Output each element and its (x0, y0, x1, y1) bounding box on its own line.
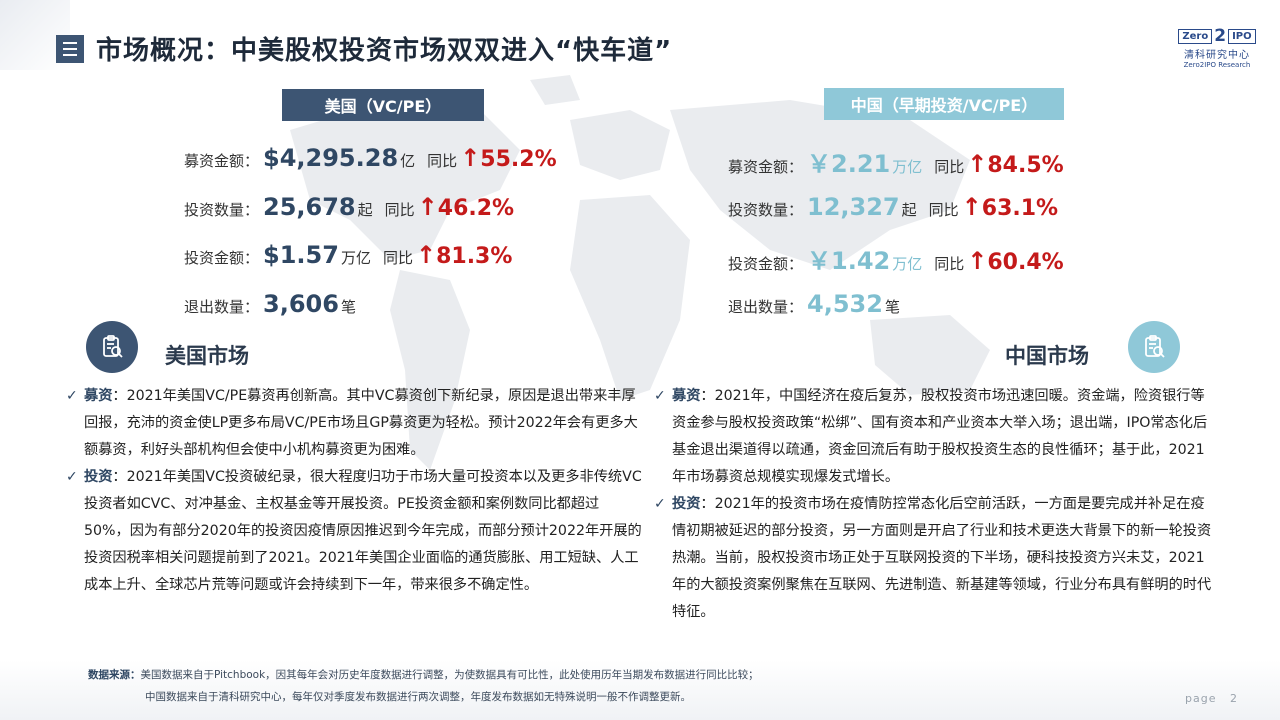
stat-label: 退出数量： (728, 298, 804, 316)
us-stat-fundraising: 募资金额： $4,295.28 亿 同比 ↑ 55.2% (184, 144, 557, 172)
stat-unit: 万亿 (892, 158, 923, 176)
stat-unit: 亿 (400, 152, 416, 170)
bullet-body: 投资：2021年美国VC投资破纪录，很大程度归功于市场大量可投资本以及更多非传统… (84, 464, 644, 599)
stat-label: 投资金额： (184, 249, 260, 267)
bullet-text: ：2021年的投资市场在疫情防控常态化后空前活跃，一方面是要完成并补足在疫情初期… (672, 496, 1212, 620)
check-icon: ✓ (654, 388, 666, 404)
stat-unit: 起 (357, 201, 373, 219)
data-source-note: 数据来源：美国数据来自于Pitchbook，因其每年会对历史年度数据进行调整，为… (88, 664, 759, 708)
stat-label: 募资金额： (728, 158, 804, 176)
arrow-up-icon: ↑ (415, 241, 437, 269)
stat-unit: 笔 (340, 298, 356, 316)
list-item: ✓ 投资：2021年的投资市场在疫情防控常态化后空前活跃，一方面是要完成并补足在… (654, 491, 1214, 626)
yoy-value: 55.2% (480, 147, 557, 172)
bullet-body: 投资：2021年的投资市场在疫情防控常态化后空前活跃，一方面是要完成并补足在疫情… (672, 491, 1214, 626)
source-label: 数据来源： (88, 669, 141, 681)
logo-two: 2 (1214, 26, 1227, 46)
logo-cn-name: 清科研究中心 (1184, 50, 1250, 61)
yoy-label: 同比 (427, 152, 458, 170)
stat-value: ￥1.42 (807, 247, 891, 275)
page-label: page (1185, 692, 1217, 705)
arrow-up-icon: ↑ (967, 150, 988, 178)
stat-unit: 万亿 (340, 249, 371, 267)
cn-analysis: ✓ 募资：2021年，中国经济在疫后复苏，股权投资市场迅速回暖。资金端，险资银行… (654, 383, 1214, 626)
cn-region-tag: 中国（早期投资/VC/PE） (824, 88, 1064, 120)
stat-value: 12,327 (807, 193, 900, 221)
arrow-up-icon: ↑ (967, 247, 988, 275)
stat-unit: 起 (901, 201, 917, 219)
yoy-label: 同比 (934, 158, 965, 176)
logo-zero: Zero (1178, 28, 1213, 44)
us-clipboard-search-icon (86, 321, 138, 373)
yoy-label: 同比 (384, 201, 415, 219)
page-number: page 2 (1185, 692, 1238, 705)
cn-clipboard-search-icon (1128, 321, 1180, 373)
cn-stat-investment: 投资金额： ￥1.42 万亿 同比 ↑ 60.4% (728, 241, 1064, 276)
yoy-value: 81.3% (436, 244, 513, 269)
stat-unit: 笔 (884, 298, 900, 316)
us-stat-exits: 退出数量： 3,606 笔 (184, 290, 356, 318)
stat-value: 3,606 (263, 290, 339, 318)
bullet-body: 募资：2021年，中国经济在疫后复苏，股权投资市场迅速回暖。资金端，险资银行等资… (672, 383, 1214, 491)
yoy-value: 46.2% (437, 196, 515, 221)
us-stat-deal-count: 投资数量： 25,678 起 同比 ↑ 46.2% (184, 193, 514, 221)
list-item: ✓ 投资：2021年美国VC投资破纪录，很大程度归功于市场大量可投资本以及更多非… (66, 464, 644, 599)
stat-value: 25,678 (263, 193, 356, 221)
stat-label: 投资数量： (728, 201, 804, 219)
logo-en-name: Zero2IPO Research (1183, 61, 1251, 69)
footer-band (0, 660, 1280, 720)
bullet-text: ：2021年美国VC投资破纪录，很大程度归功于市场大量可投资本以及更多非传统VC… (84, 469, 642, 593)
yoy-label: 同比 (934, 255, 965, 273)
stat-value: $4,295.28 (263, 144, 399, 172)
cn-stat-deal-count: 投资数量： 12,327 起 同比 ↑ 63.1% (728, 193, 1058, 221)
yoy-value: 84.5% (987, 153, 1064, 178)
stat-value: $1.57 (263, 241, 339, 269)
title-bar: 市场概况：中美股权投资市场双双进入“快车道” (56, 30, 672, 67)
list-item: ✓ 募资：2021年，中国经济在疫后复苏，股权投资市场迅速回暖。资金端，险资银行… (654, 383, 1214, 491)
stat-label: 募资金额： (184, 152, 260, 170)
logo-ipo: IPO (1228, 28, 1256, 44)
stat-label: 退出数量： (184, 298, 260, 316)
bullet-body: 募资：2021年美国VC/PE募资再创新高。其中VC募资创下新纪录，原因是退出带… (84, 383, 644, 464)
bullet-keyword: 投资 (84, 469, 113, 485)
us-analysis: ✓ 募资：2021年美国VC/PE募资再创新高。其中VC募资创下新纪录，原因是退… (66, 383, 644, 599)
bullet-keyword: 投资 (672, 496, 701, 512)
page-title: 市场概况：中美股权投资市场双双进入“快车道” (96, 36, 673, 66)
check-icon: ✓ (66, 388, 78, 404)
arrow-up-icon: ↑ (417, 193, 438, 221)
bullet-text: ：2021年美国VC/PE募资再创新高。其中VC募资创下新纪录，原因是退出带来丰… (84, 388, 638, 458)
menu-icon[interactable] (56, 34, 84, 63)
bullet-text: ：2021年，中国经济在疫后复苏，股权投资市场迅速回暖。资金端，险资银行等资金参… (672, 388, 1208, 485)
yoy-label: 同比 (928, 201, 959, 219)
source-line-2: 中国数据来自于清科研究中心，每年仅对季度发布数据进行两次调整，年度发布数据如无特… (145, 691, 691, 703)
stat-label: 投资数量： (184, 201, 260, 219)
source-text-1: 美国数据来自于Pitchbook，因其每年会对历史年度数据进行调整，为使数据具有… (140, 669, 759, 681)
us-market-title: 美国市场 (165, 344, 249, 368)
source-line-1: 数据来源：美国数据来自于Pitchbook，因其每年会对历史年度数据进行调整，为… (88, 664, 759, 686)
stat-label: 投资金额： (728, 255, 804, 273)
bullet-keyword: 募资 (84, 388, 113, 404)
cn-market-title: 中国市场 (1005, 344, 1089, 368)
stat-value: 4,532 (807, 290, 883, 318)
us-region-tag: 美国（VC/PE） (282, 89, 484, 121)
arrow-up-icon: ↑ (961, 193, 982, 221)
check-icon: ✓ (654, 496, 666, 512)
logo-mark: Zero 2 IPO (1172, 26, 1262, 46)
bullet-keyword: 募资 (672, 388, 701, 404)
list-item: ✓ 募资：2021年美国VC/PE募资再创新高。其中VC募资创下新纪录，原因是退… (66, 383, 644, 464)
us-stat-investment: 投资金额： $1.57 万亿 同比 ↑ 81.3% (184, 241, 512, 269)
yoy-value: 63.1% (981, 196, 1059, 221)
stat-value: ￥2.21 (807, 150, 891, 178)
check-icon: ✓ (66, 469, 78, 485)
yoy-label: 同比 (382, 249, 413, 267)
page-number-value: 2 (1230, 692, 1238, 705)
arrow-up-icon: ↑ (460, 144, 481, 172)
yoy-value: 60.4% (987, 250, 1064, 275)
stat-unit: 万亿 (892, 255, 923, 273)
cn-stat-fundraising: 募资金额： ￥2.21 万亿 同比 ↑ 84.5% (728, 144, 1064, 179)
cn-stat-exits: 退出数量： 4,532 笔 (728, 290, 900, 318)
world-map-background (290, 75, 990, 470)
zero2ipo-logo: Zero 2 IPO 清科研究中心 Zero2IPO Research (1172, 28, 1262, 69)
